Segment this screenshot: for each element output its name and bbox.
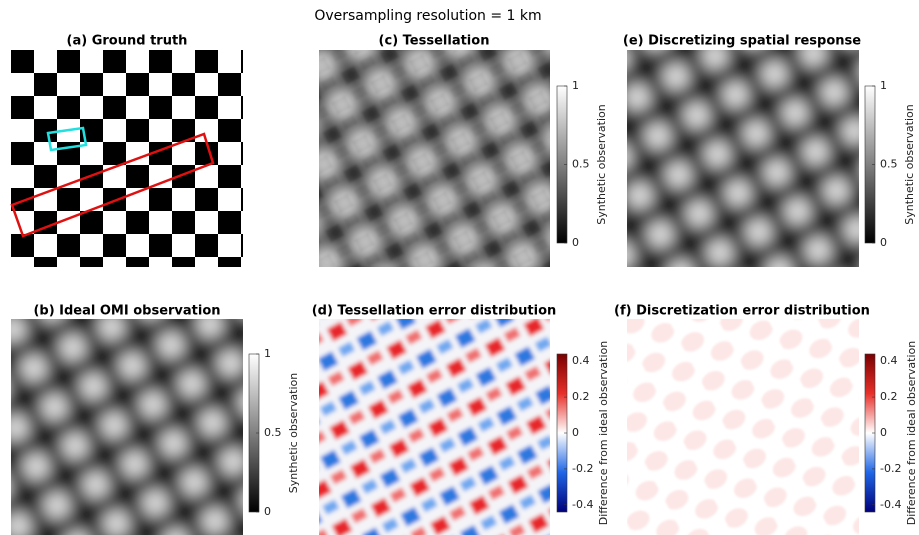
panel-title: (b) Ideal OMI observation bbox=[33, 304, 220, 319]
colorbar-tick-label: 0.4 bbox=[880, 354, 898, 367]
colorbar-label: Synthetic observation bbox=[287, 373, 300, 494]
colorbar-tick-label: -0.2 bbox=[572, 462, 593, 475]
discretization-error-image bbox=[627, 319, 859, 535]
colorbar-tick-label: 0.5 bbox=[264, 426, 282, 439]
colorbar-tick-label: 0.2 bbox=[572, 390, 590, 403]
ground-truth-image bbox=[10, 50, 243, 267]
colorbar-tick-label: -0.2 bbox=[880, 462, 901, 475]
colorbar-label: Difference from ideal observation bbox=[597, 341, 610, 525]
colorbar-tick-label: 0 bbox=[572, 426, 579, 439]
panel-title: (c) Tessellation bbox=[379, 34, 490, 49]
colorbar-tick-label: 0.5 bbox=[880, 158, 898, 171]
colorbar-tick-label: 0 bbox=[264, 505, 271, 518]
colorbar-tick-label: 0 bbox=[572, 236, 579, 249]
panel-title: (e) Discretizing spatial response bbox=[623, 34, 861, 49]
colorbar-tick-label: 0.4 bbox=[572, 354, 590, 367]
tessellation-image bbox=[319, 50, 550, 267]
panel-title: (d) Tessellation error distribution bbox=[312, 304, 557, 319]
discretized-image bbox=[627, 50, 859, 267]
colorbar-tick-label: 1 bbox=[572, 79, 579, 92]
colorbar-tick-label: -0.4 bbox=[880, 498, 901, 511]
colorbar-tick-label: 0.2 bbox=[880, 390, 898, 403]
tessellation-error-image bbox=[319, 319, 550, 535]
colorbar-label: Synthetic observation bbox=[595, 104, 608, 225]
colorbar-tick-label: 1 bbox=[264, 347, 271, 360]
colorbar-tick-label: -0.4 bbox=[572, 498, 593, 511]
figure-title: Oversampling resolution = 1 km bbox=[314, 8, 541, 24]
panel-title: (f) Discretization error distribution bbox=[614, 304, 870, 319]
ideal-observation-image bbox=[11, 319, 243, 535]
panel-title: (a) Ground truth bbox=[67, 34, 188, 49]
colorbar-label: Synthetic observation bbox=[903, 104, 916, 225]
colorbar-tick-label: 0 bbox=[880, 236, 887, 249]
colorbar-tick-label: 1 bbox=[880, 79, 887, 92]
colorbar-tick-label: 0.5 bbox=[572, 158, 590, 171]
colorbar-label: Difference from ideal observation bbox=[905, 341, 918, 525]
colorbar-tick-label: 0 bbox=[880, 426, 887, 439]
